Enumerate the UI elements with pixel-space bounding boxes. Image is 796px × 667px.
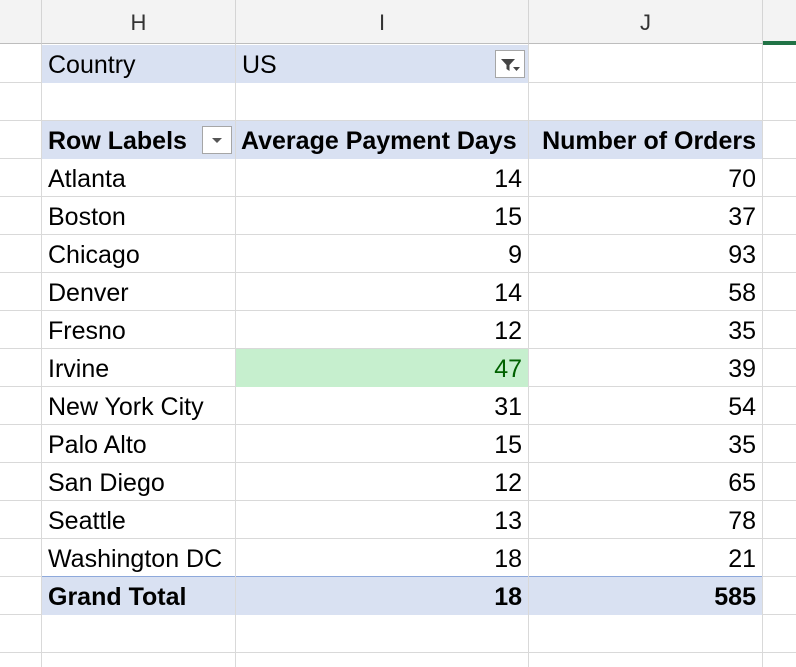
- filter-funnel-icon: [501, 59, 520, 71]
- avg-days-seattle[interactable]: 13: [494, 507, 522, 535]
- orders-fresno[interactable]: 35: [728, 317, 756, 345]
- row-label-denver[interactable]: Denver: [48, 279, 129, 307]
- row-label-seattle[interactable]: Seattle: [48, 507, 126, 535]
- row-label-fresno[interactable]: Fresno: [48, 317, 126, 345]
- orders-atlanta[interactable]: 70: [728, 165, 756, 193]
- row-label-irvine[interactable]: Irvine: [48, 355, 110, 383]
- gridline: [528, 44, 529, 667]
- chevron-down-icon: [212, 138, 222, 143]
- column-header-i[interactable]: I: [236, 0, 529, 44]
- gridline: [0, 234, 796, 235]
- gridline: [0, 196, 796, 197]
- row-label-san-diego[interactable]: San Diego: [48, 469, 165, 497]
- grand-total-orders[interactable]: 585: [529, 576, 762, 615]
- row-label-palo-alto[interactable]: Palo Alto: [48, 431, 147, 459]
- avg-days-washington-dc[interactable]: 18: [494, 545, 522, 573]
- orders-boston[interactable]: 37: [728, 203, 756, 231]
- gridline: [41, 44, 42, 667]
- orders-seattle[interactable]: 78: [728, 507, 756, 535]
- grand-total-avg-days[interactable]: 18: [236, 576, 528, 615]
- row-label-washington-dc[interactable]: Washington DC: [48, 545, 223, 573]
- column-header-h[interactable]: H: [42, 0, 236, 44]
- gridline: [0, 424, 796, 425]
- orders-denver[interactable]: 58: [728, 279, 756, 307]
- gridline: [235, 44, 236, 667]
- column-header-blank: [0, 0, 42, 44]
- gridline: [0, 120, 796, 121]
- avg-days-chicago[interactable]: 9: [508, 241, 522, 269]
- avg-days-denver[interactable]: 14: [494, 279, 522, 307]
- orders-chicago[interactable]: 93: [728, 241, 756, 269]
- row-label-atlanta[interactable]: Atlanta: [48, 165, 126, 193]
- orders-new-york-city[interactable]: 54: [728, 393, 756, 421]
- row-label-chicago[interactable]: Chicago: [48, 241, 140, 269]
- orders-irvine[interactable]: 39: [728, 355, 756, 383]
- gridline: [0, 462, 796, 463]
- gridline: [0, 538, 796, 539]
- selection-indicator: [763, 41, 796, 45]
- grand-total-label[interactable]: Grand Total: [42, 576, 235, 615]
- gridline: [0, 272, 796, 273]
- pivot-header-avg-days[interactable]: Average Payment Days: [236, 121, 528, 159]
- row-label-boston[interactable]: Boston: [48, 203, 126, 231]
- column-header-j[interactable]: J: [529, 0, 763, 44]
- avg-days-boston[interactable]: 15: [494, 203, 522, 231]
- avg-days-fresno[interactable]: 12: [494, 317, 522, 345]
- pivot-header-orders[interactable]: Number of Orders: [529, 121, 762, 159]
- avg-days-palo-alto[interactable]: 15: [494, 431, 522, 459]
- row-label-new-york-city[interactable]: New York City: [48, 393, 204, 421]
- orders-washington-dc[interactable]: 21: [728, 545, 756, 573]
- avg-days-irvine-highlighted[interactable]: 47: [236, 349, 528, 387]
- avg-days-new-york-city[interactable]: 31: [494, 393, 522, 421]
- orders-san-diego[interactable]: 65: [728, 469, 756, 497]
- orders-palo-alto[interactable]: 35: [728, 431, 756, 459]
- avg-days-atlanta[interactable]: 14: [494, 165, 522, 193]
- filter-label[interactable]: Country: [42, 45, 235, 83]
- filter-value[interactable]: US: [236, 45, 528, 83]
- column-header-k[interactable]: [763, 0, 796, 44]
- avg-days-san-diego[interactable]: 12: [494, 469, 522, 497]
- gridline: [0, 652, 796, 653]
- filter-dropdown-button[interactable]: [495, 50, 525, 78]
- gridline: [0, 310, 796, 311]
- gridline: [0, 500, 796, 501]
- row-labels-dropdown-button[interactable]: [202, 126, 232, 154]
- gridline: [762, 44, 763, 667]
- gridline: [0, 348, 796, 349]
